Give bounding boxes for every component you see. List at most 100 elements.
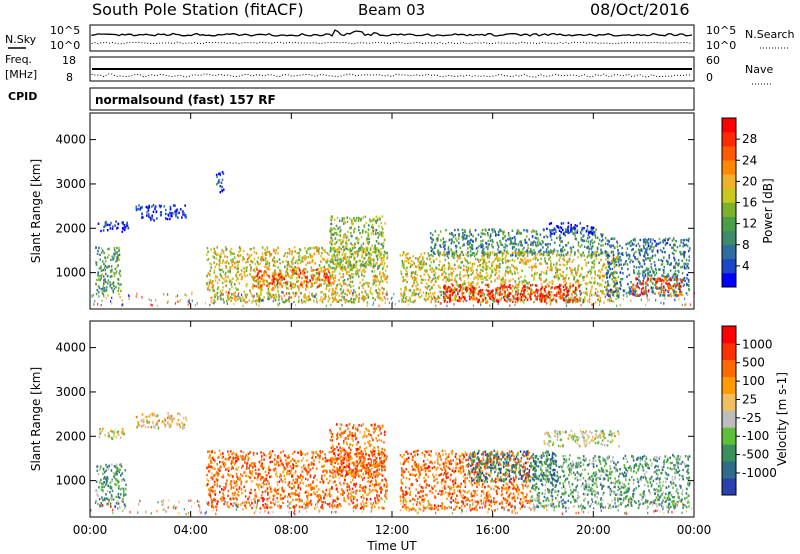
power-cell bbox=[234, 291, 236, 294]
power-cell bbox=[474, 275, 477, 278]
power-cell bbox=[386, 293, 388, 296]
power-cell bbox=[373, 301, 375, 305]
power-cell bbox=[464, 274, 466, 277]
power-cell bbox=[467, 243, 469, 246]
power-cell bbox=[593, 240, 596, 244]
power-cell bbox=[433, 283, 435, 286]
power-cell bbox=[122, 303, 124, 306]
power-cell bbox=[559, 273, 562, 276]
power-cell bbox=[556, 270, 558, 273]
power-cell bbox=[450, 242, 453, 245]
power-cell bbox=[585, 230, 588, 233]
power-cell bbox=[354, 246, 356, 249]
power-cell bbox=[305, 256, 308, 260]
power-cell bbox=[503, 294, 506, 298]
power-cell bbox=[453, 291, 456, 294]
power-cell bbox=[249, 255, 251, 258]
power-cell bbox=[513, 270, 516, 273]
power-cell bbox=[672, 284, 675, 288]
power-cell bbox=[219, 273, 222, 276]
power-cell bbox=[666, 262, 669, 265]
power-cell bbox=[609, 295, 611, 298]
power-cell bbox=[463, 257, 466, 260]
power-cell bbox=[644, 286, 647, 290]
power-cell bbox=[239, 247, 242, 251]
power-cell bbox=[446, 254, 449, 257]
power-cell bbox=[551, 299, 553, 302]
power-cell bbox=[560, 227, 563, 230]
power-cell bbox=[379, 263, 382, 266]
power-cell bbox=[582, 251, 584, 254]
power-cell bbox=[141, 206, 143, 209]
power-cell bbox=[116, 226, 119, 229]
power-cell bbox=[617, 258, 620, 261]
power-cell bbox=[339, 266, 342, 270]
power-cell bbox=[454, 244, 457, 248]
power-cell bbox=[565, 295, 567, 298]
power-cell bbox=[549, 256, 551, 259]
power-cell bbox=[482, 299, 484, 302]
power-cell bbox=[534, 241, 537, 244]
power-cell bbox=[351, 265, 354, 268]
power-cell bbox=[377, 232, 379, 235]
power-cell bbox=[599, 296, 602, 300]
power-cell bbox=[454, 287, 456, 290]
power-cell bbox=[449, 295, 452, 298]
power-cell bbox=[516, 231, 519, 234]
power-cell bbox=[586, 225, 589, 228]
power-cell bbox=[633, 252, 636, 255]
power-cell bbox=[370, 264, 372, 267]
power-cell bbox=[549, 234, 552, 237]
power-cell bbox=[639, 238, 642, 242]
power-cell bbox=[266, 267, 268, 270]
power-cell bbox=[311, 269, 314, 272]
power-cell bbox=[345, 241, 347, 245]
power-cell bbox=[562, 232, 565, 235]
power-cell bbox=[635, 250, 637, 254]
power-cell bbox=[265, 259, 267, 262]
power-cell bbox=[617, 255, 619, 259]
power-cell bbox=[440, 302, 442, 305]
power-cell bbox=[667, 238, 669, 241]
power-cell bbox=[441, 266, 444, 270]
power-cell bbox=[286, 282, 289, 286]
power-cell bbox=[496, 243, 499, 246]
power-cell bbox=[401, 298, 403, 301]
power-cell bbox=[320, 266, 322, 270]
power-cell bbox=[620, 263, 622, 266]
power-cell bbox=[308, 247, 310, 251]
power-cell bbox=[418, 295, 420, 299]
power-cell bbox=[450, 282, 453, 286]
power-cell bbox=[433, 244, 436, 248]
power-cell bbox=[374, 250, 377, 254]
power-cell bbox=[442, 245, 445, 249]
power-cell bbox=[627, 282, 629, 286]
power-cell bbox=[174, 204, 176, 207]
power-cell bbox=[673, 294, 675, 297]
power-cell bbox=[573, 268, 576, 271]
power-cell bbox=[500, 241, 502, 244]
power-cell bbox=[641, 292, 643, 296]
power-cell bbox=[549, 303, 552, 306]
power-cell bbox=[566, 267, 568, 270]
power-cell bbox=[404, 287, 406, 290]
power-cell bbox=[250, 247, 253, 251]
power-cell bbox=[633, 269, 635, 272]
power-cell bbox=[409, 256, 411, 260]
power-cell bbox=[352, 266, 355, 269]
power-cell bbox=[227, 276, 229, 279]
power-cell bbox=[653, 261, 656, 264]
power-cell bbox=[588, 295, 591, 298]
power-cell bbox=[113, 271, 115, 275]
power-cell bbox=[457, 237, 460, 240]
power-cell bbox=[351, 243, 353, 247]
power-cell bbox=[330, 233, 332, 236]
power-cell bbox=[485, 229, 487, 232]
power-cell bbox=[305, 298, 308, 301]
power-cell bbox=[169, 212, 172, 215]
power-cell bbox=[626, 254, 628, 257]
power-cell bbox=[323, 272, 326, 275]
power-cell bbox=[573, 233, 575, 236]
power-cell bbox=[246, 258, 249, 261]
power-colorbar-segment bbox=[722, 174, 736, 189]
